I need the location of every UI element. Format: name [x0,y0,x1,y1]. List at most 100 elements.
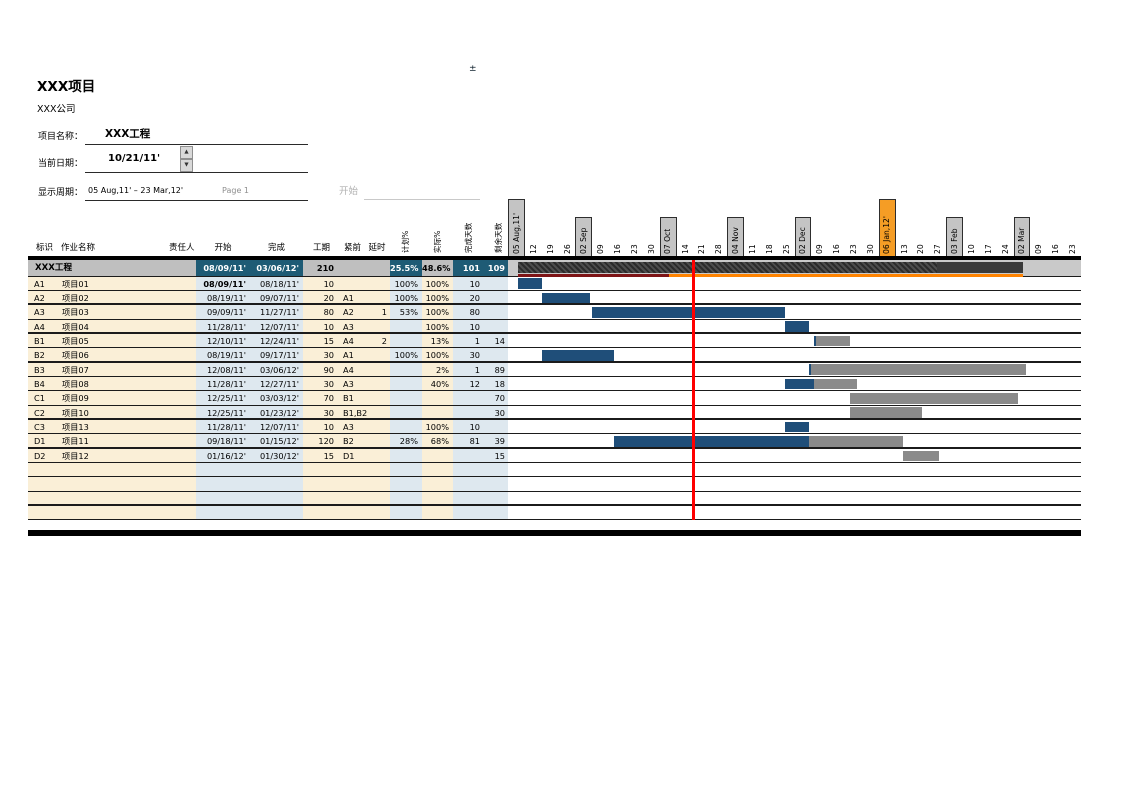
spinner-up-button[interactable]: ▲ [180,146,193,159]
timeline-day-label: 11 [747,243,757,254]
timeline-day-label: 24 [1000,243,1010,254]
task-cell-name: 项目09 [56,391,170,406]
task-cell-days_done: 30 [453,348,487,363]
timeline-month-label: 04 Nov [730,226,740,254]
task-cell-owner [170,391,196,406]
timeline-day-label: 28 [714,243,724,254]
timeline-day-label: 30 [646,243,656,254]
task-cell-days_left: 39 [487,434,508,449]
gantt-bar-done [813,335,817,347]
task-cell-plan_pct [390,448,422,464]
task-cell-days_left [487,290,508,306]
gantt-bar-remaining [811,364,1026,375]
task-cell-plan_pct: 100% [390,276,422,291]
empty-cell [196,506,250,521]
task-cell-plan_pct: 28% [390,434,422,449]
task-cell-start: 12/25/11' [196,391,250,406]
task-cell-delay [368,348,390,363]
empty-cell [453,463,487,478]
task-cell-actual_pct [422,405,453,420]
timeline-day-label: 09 [1034,243,1044,254]
row-border [28,475,1081,478]
empty-cell [170,477,196,492]
task-cell-plan_pct [390,376,422,392]
empty-cell [487,477,508,492]
task-cell-days_left [487,420,508,435]
task-cell-predecessor: A3 [338,376,368,392]
timeline-month-cell [1013,217,1031,256]
spinner-down-button[interactable]: ▼ [180,159,193,172]
summary-cell-delay [368,259,390,277]
task-cell-days_left: 70 [487,391,508,406]
task-cell-finish: 01/23/12' [250,405,303,420]
col-header-predecessor: 紧前 [343,243,361,253]
task-cell-id: A2 [28,290,56,306]
task-cell-finish: 12/07/11' [250,420,303,435]
task-cell-actual_pct: 100% [422,319,453,334]
empty-cell [196,491,250,507]
project-name-value[interactable]: XXX工程 [105,128,151,140]
empty-cell [422,506,453,521]
task-cell-days_left: 14 [487,333,508,349]
task-cell-days_done: 10 [453,420,487,435]
task-cell-plan_pct [390,405,422,420]
task-cell-duration: 30 [303,348,338,363]
task-cell-duration: 15 [303,333,338,349]
task-cell-predecessor: A1 [338,290,368,306]
timeline-month-cell [794,217,812,256]
summary-progress-done-line [517,274,670,277]
task-cell-delay [368,434,390,449]
task-cell-finish: 12/07/11' [250,319,303,334]
task-cell-delay [368,391,390,406]
empty-cell [56,491,170,507]
task-cell-predecessor [338,276,368,291]
task-cell-id: D2 [28,448,56,464]
summary-cell-plan_pct: 25.5% [390,259,422,277]
current-date-value[interactable]: 10/21/11' [108,153,161,164]
col-header-delay: 延时 [368,243,386,253]
summary-cell-duration: 210 [303,259,338,277]
current-date-line [692,259,695,521]
current-date-label: 当前日期： [38,159,84,169]
task-cell-start: 08/19/11' [196,290,250,306]
task-cell-id: B3 [28,362,56,377]
timeline-month-cell [508,199,525,256]
task-cell-days_done: 81 [453,434,487,449]
timeline-month-cell [727,217,744,256]
col-header-duration: 工期 [312,243,330,253]
empty-cell [338,463,368,478]
empty-cell [487,463,508,478]
timeline-day-label: 17 [983,243,993,254]
empty-cell [487,506,508,521]
task-cell-finish: 11/27/11' [250,305,303,320]
task-cell-name: 项目03 [56,305,170,320]
empty-cell [28,477,56,492]
gantt-bar-done [592,307,785,318]
task-cell-owner [170,305,196,320]
task-cell-owner [170,420,196,435]
empty-cell [390,477,422,492]
task-cell-days_done: 1 [453,333,487,349]
task-cell-name: 项目11 [56,434,170,449]
timeline-month-label: 05 Aug,11' [511,212,521,254]
col-header-name: 作业名称 [61,243,96,253]
row-border [28,389,1081,392]
task-cell-actual_pct: 2% [422,362,453,377]
timeline-day-label: 25 [781,243,791,254]
timeline-month-label: 03 Feb [949,227,959,254]
task-cell-days_left: 18 [487,376,508,392]
task-cell-finish: 01/15/12' [250,434,303,449]
task-cell-days_done [453,405,487,420]
empty-cell [28,463,56,478]
task-cell-start: 12/10/11' [196,333,250,349]
timeline-month-cell [946,217,964,256]
empty-cell [338,506,368,521]
empty-cell [368,463,390,478]
task-cell-actual_pct [422,391,453,406]
task-cell-id: A3 [28,305,56,320]
summary-cell-days_left: 109 [487,259,508,277]
sheet-bottom-bar [28,530,1081,537]
row-border [28,518,1081,521]
task-cell-actual_pct: 100% [422,420,453,435]
